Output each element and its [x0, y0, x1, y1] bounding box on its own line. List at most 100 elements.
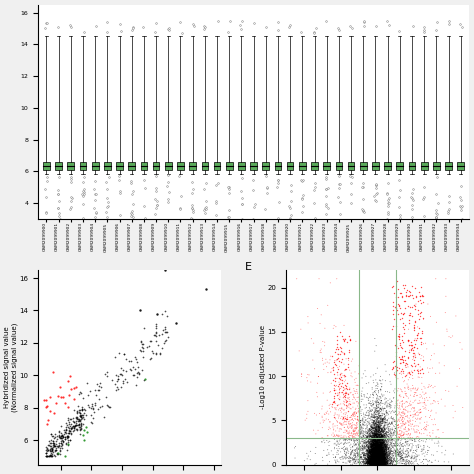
- Point: [374, 437, 381, 445]
- Point: [362, 452, 369, 459]
- Point: [377, 414, 385, 421]
- Point: [378, 445, 385, 453]
- Point: [366, 453, 374, 460]
- Point: [371, 459, 378, 467]
- Point: [370, 456, 377, 463]
- Point: [408, 455, 415, 463]
- Point: [377, 435, 385, 443]
- Point: [404, 453, 411, 460]
- Point: [73, 417, 80, 425]
- Point: [361, 449, 368, 457]
- Point: [368, 425, 376, 432]
- Point: [371, 460, 379, 467]
- Point: [347, 369, 355, 377]
- Point: [376, 458, 384, 465]
- Point: [378, 452, 385, 460]
- Point: [383, 440, 391, 448]
- Point: [372, 443, 380, 451]
- Point: [377, 438, 385, 446]
- Point: [375, 455, 383, 463]
- Point: [375, 449, 383, 457]
- Point: [376, 457, 383, 465]
- Point: [374, 424, 382, 431]
- Point: [406, 432, 414, 439]
- Point: [378, 456, 386, 464]
- Point: [377, 435, 385, 443]
- Point: [373, 427, 381, 434]
- Point: [375, 450, 383, 457]
- Point: [75, 415, 82, 423]
- Point: [402, 436, 410, 443]
- Point: [374, 449, 382, 457]
- Point: [380, 458, 388, 466]
- Point: [374, 443, 382, 450]
- Point: [103, 369, 111, 376]
- Point: [376, 376, 384, 384]
- Point: [423, 451, 431, 458]
- Point: [67, 385, 74, 392]
- Point: [405, 292, 413, 300]
- Point: [368, 457, 375, 465]
- Point: [402, 438, 410, 445]
- Point: [374, 453, 382, 461]
- Point: [372, 449, 380, 457]
- Point: [416, 419, 424, 427]
- Point: [370, 446, 377, 453]
- Point: [383, 441, 391, 448]
- Point: [96, 380, 104, 387]
- Point: [374, 447, 381, 455]
- Point: [380, 448, 388, 456]
- Point: [376, 450, 384, 457]
- Point: [372, 454, 379, 462]
- Point: [139, 340, 146, 347]
- Point: [347, 449, 355, 457]
- Point: [377, 458, 384, 465]
- Point: [373, 453, 380, 460]
- Point: [374, 455, 382, 462]
- Point: [373, 415, 381, 423]
- Point: [372, 442, 380, 449]
- Point: [373, 447, 381, 455]
- Point: [374, 454, 382, 462]
- Point: [376, 455, 384, 462]
- Point: [380, 449, 387, 457]
- Point: [376, 435, 383, 443]
- Point: [372, 456, 380, 463]
- Point: [376, 460, 383, 467]
- Point: [375, 435, 383, 442]
- Point: [354, 402, 362, 410]
- Point: [419, 353, 427, 361]
- Point: [364, 423, 371, 431]
- Point: [368, 452, 376, 459]
- Point: [379, 460, 386, 468]
- Point: [369, 445, 377, 453]
- Point: [398, 367, 405, 375]
- Point: [368, 447, 376, 454]
- Point: [380, 458, 388, 466]
- Point: [381, 460, 389, 467]
- Point: [373, 445, 380, 453]
- Point: [370, 457, 377, 465]
- Point: [341, 439, 349, 447]
- Point: [390, 422, 397, 429]
- Point: [369, 461, 376, 468]
- Point: [320, 447, 328, 454]
- Point: [398, 409, 406, 417]
- Point: [366, 446, 374, 454]
- Point: [369, 457, 377, 465]
- Point: [335, 450, 342, 458]
- Point: [360, 410, 367, 417]
- Point: [377, 449, 385, 457]
- Point: [369, 456, 377, 463]
- Point: [375, 439, 383, 447]
- Point: [372, 441, 380, 449]
- Point: [377, 451, 384, 459]
- Point: [378, 458, 386, 466]
- Point: [372, 456, 379, 463]
- Point: [415, 400, 422, 407]
- Point: [390, 307, 397, 314]
- Point: [374, 445, 382, 453]
- Point: [376, 455, 383, 463]
- Point: [373, 457, 381, 465]
- Point: [375, 442, 383, 450]
